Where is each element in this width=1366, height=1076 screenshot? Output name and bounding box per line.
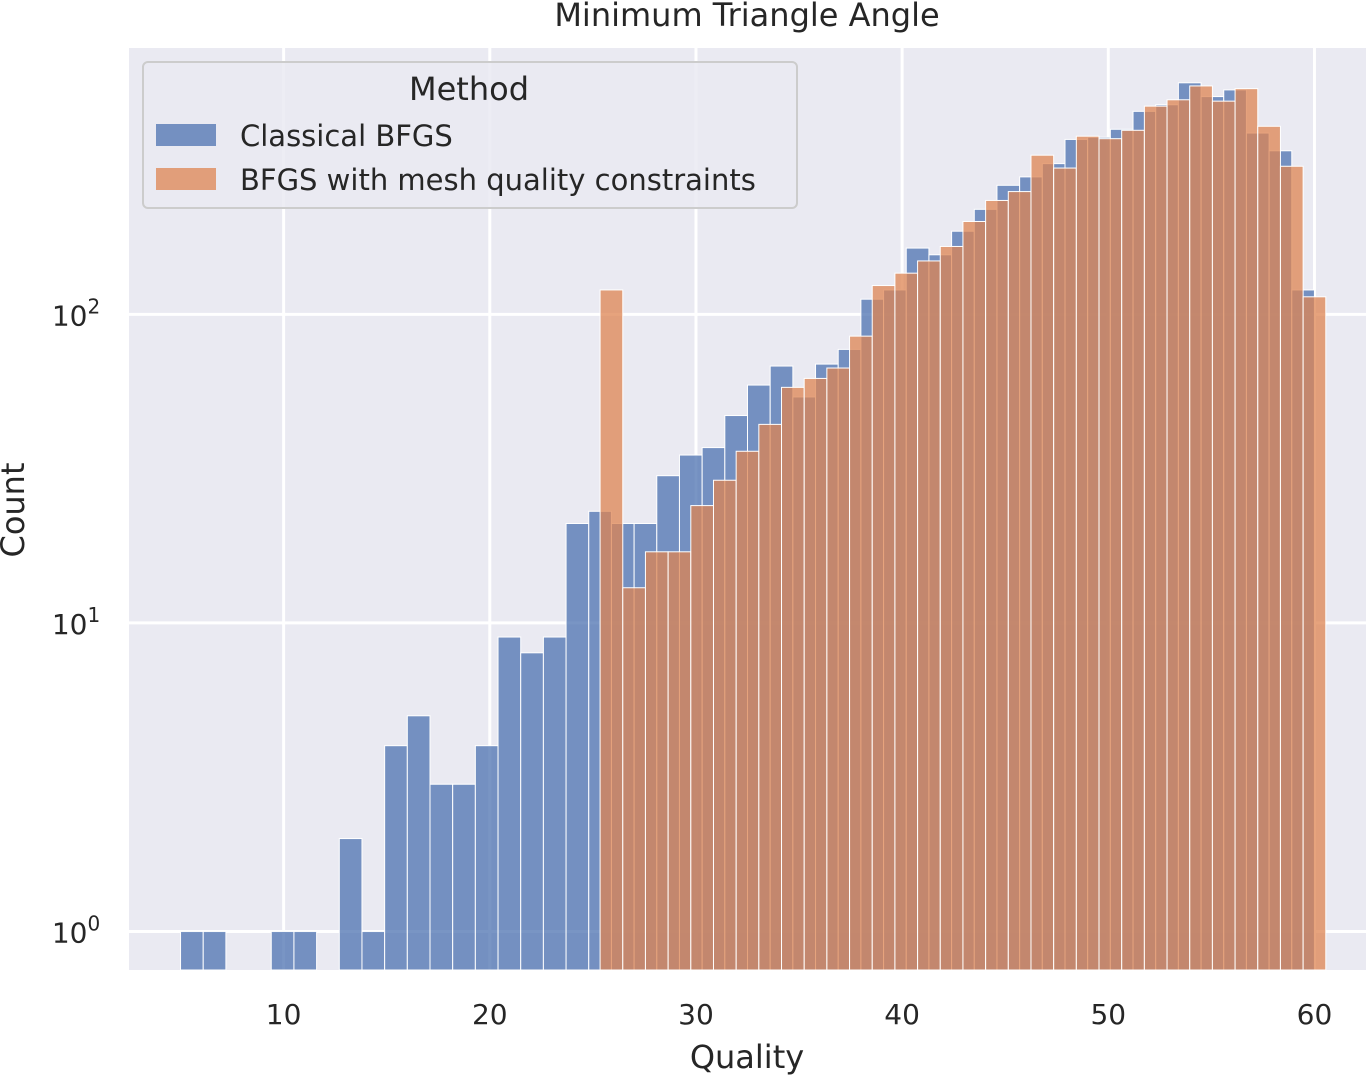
bar-bfgs-mesh-constraints xyxy=(735,450,760,971)
legend-label-classical-bfgs: Classical BFGS xyxy=(240,119,453,153)
x-axis-label: Quality xyxy=(690,1038,804,1076)
chart-title: Minimum Triangle Angle xyxy=(554,0,939,34)
bar-classical-bfgs xyxy=(361,930,386,971)
bar-bfgs-mesh-constraints xyxy=(1279,165,1304,971)
bar-bfgs-mesh-constraints xyxy=(1098,138,1123,971)
bar-bfgs-mesh-constraints xyxy=(917,260,941,971)
bar-bfgs-mesh-constraints xyxy=(712,479,737,971)
bar-bfgs-mesh-constraints xyxy=(803,377,828,971)
bar-bfgs-mesh-constraints xyxy=(1189,85,1213,971)
x-tick-label: 40 xyxy=(884,998,920,1031)
y-axis-label: Count xyxy=(0,462,32,557)
bar-classical-bfgs xyxy=(452,783,476,971)
bar-bfgs-mesh-constraints xyxy=(962,220,987,971)
bar-bfgs-mesh-constraints xyxy=(667,551,692,971)
legend-title: Method xyxy=(409,70,529,108)
bar-classical-bfgs xyxy=(474,745,499,971)
bar-bfgs-mesh-constraints xyxy=(1007,191,1032,971)
bar-bfgs-mesh-constraints xyxy=(758,423,783,971)
bar-classical-bfgs xyxy=(293,930,318,971)
bar-classical-bfgs xyxy=(338,838,363,971)
x-tick-label: 50 xyxy=(1090,998,1126,1031)
legend: Method Classical BFGS BFGS with mesh qua… xyxy=(142,61,798,209)
x-tick-label: 60 xyxy=(1297,998,1333,1031)
bar-bfgs-mesh-constraints xyxy=(644,551,669,971)
bar-bfgs-mesh-constraints xyxy=(1234,88,1259,971)
bar-classical-bfgs xyxy=(270,930,295,971)
bar-classical-bfgs xyxy=(406,715,431,971)
legend-swatch-bfgs-mesh-constraints xyxy=(156,168,216,190)
bar-classical-bfgs xyxy=(497,636,522,971)
bar-classical-bfgs xyxy=(180,930,204,971)
bar-bfgs-mesh-constraints xyxy=(826,367,851,971)
bar-bfgs-mesh-constraints xyxy=(894,272,919,971)
bar-bfgs-mesh-constraints xyxy=(1257,125,1281,971)
legend-box xyxy=(142,61,798,209)
y-tick-labels: 100 101 102 xyxy=(52,294,100,949)
bar-bfgs-mesh-constraints xyxy=(1302,296,1327,971)
bar-bfgs-mesh-constraints xyxy=(1030,154,1055,971)
bar-bfgs-mesh-constraints xyxy=(1075,135,1100,971)
legend-label-bfgs-mesh-constraints: BFGS with mesh quality constraints xyxy=(240,163,756,197)
x-tick-label: 20 xyxy=(472,998,508,1031)
y-tick-label: 101 xyxy=(52,603,100,641)
bar-bfgs-mesh-constraints xyxy=(622,587,646,971)
bar-classical-bfgs xyxy=(565,522,590,971)
bar-bfgs-mesh-constraints xyxy=(599,289,624,971)
bar-bfgs-mesh-constraints xyxy=(781,386,805,971)
x-tick-label: 30 xyxy=(678,998,714,1031)
bar-bfgs-mesh-constraints xyxy=(1053,167,1077,971)
bar-bfgs-mesh-constraints xyxy=(690,505,714,971)
bar-bfgs-mesh-constraints xyxy=(1143,105,1168,971)
legend-swatch-classical-bfgs xyxy=(156,124,216,146)
bar-classical-bfgs xyxy=(384,745,408,971)
bar-classical-bfgs xyxy=(542,636,567,971)
bar-bfgs-mesh-constraints xyxy=(985,199,1009,971)
bars-group xyxy=(180,82,1327,971)
x-tick-label: 10 xyxy=(266,998,302,1031)
x-tick-labels: 10 20 30 40 50 60 xyxy=(266,998,1332,1031)
bar-bfgs-mesh-constraints xyxy=(1211,100,1236,971)
bar-bfgs-mesh-constraints xyxy=(871,285,896,971)
bar-classical-bfgs xyxy=(202,930,227,971)
bar-bfgs-mesh-constraints xyxy=(1121,129,1145,971)
bar-bfgs-mesh-constraints xyxy=(1166,99,1191,971)
y-tick-label: 100 xyxy=(52,911,100,949)
bar-classical-bfgs xyxy=(429,783,454,971)
y-tick-label: 102 xyxy=(52,294,100,332)
bar-bfgs-mesh-constraints xyxy=(939,245,964,971)
bar-classical-bfgs xyxy=(520,652,544,971)
bar-bfgs-mesh-constraints xyxy=(849,335,873,971)
